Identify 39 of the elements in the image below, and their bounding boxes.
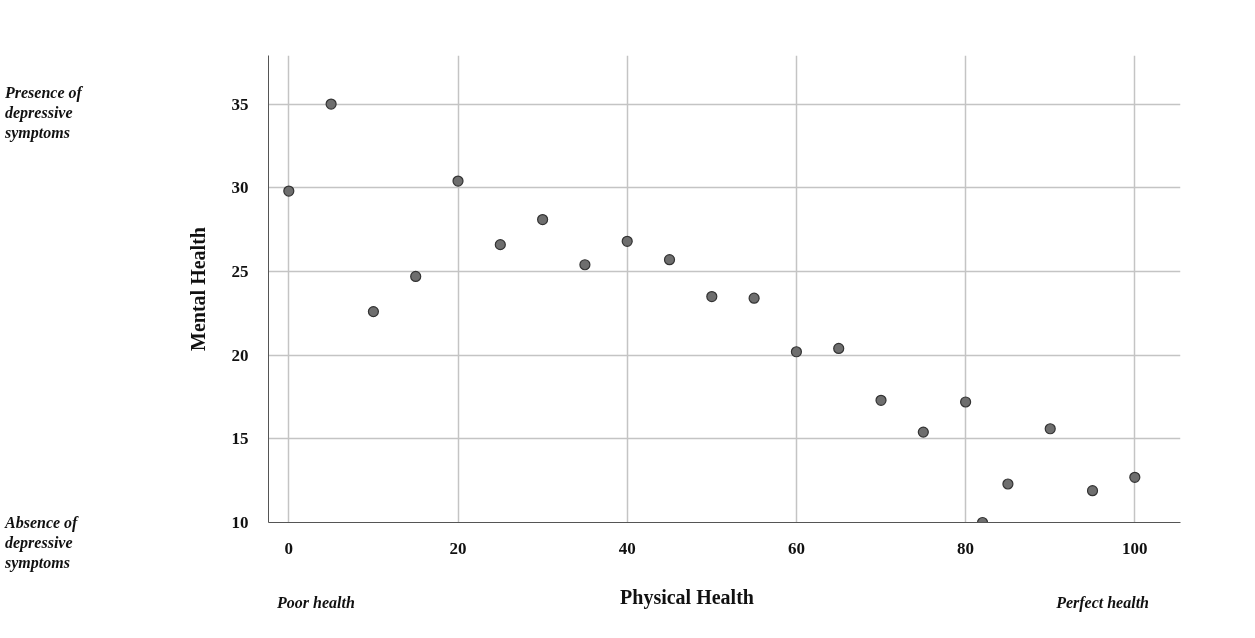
y-tick-label: 30 [231, 178, 249, 198]
point [790, 346, 803, 358]
y-tick-label: 25 [231, 261, 249, 281]
point [1002, 478, 1014, 490]
point [663, 254, 676, 266]
x-tick-label: 60 [787, 538, 805, 558]
x-tick-label: 0 [284, 538, 294, 558]
point [1086, 485, 1099, 497]
point [452, 175, 464, 187]
point [1129, 471, 1141, 483]
point [494, 239, 506, 251]
text: Presence of depressive symptoms [5, 83, 84, 143]
point [367, 306, 380, 318]
text: Perfect health [1056, 593, 1149, 613]
y-tick-label: 10 [231, 513, 249, 532]
x-axis-title: Physical Health [620, 585, 754, 610]
point [579, 259, 591, 271]
y-axis-title: Mental Health [186, 227, 209, 351]
y-tick-label: 20 [231, 345, 249, 365]
point [748, 292, 760, 304]
point [833, 342, 845, 355]
point [325, 98, 337, 110]
x-tick-label: 40 [618, 538, 636, 558]
point [706, 290, 718, 303]
point [410, 270, 422, 283]
x-tick-label: 100 [1122, 538, 1148, 558]
point [621, 235, 633, 247]
text: Poor health [277, 593, 355, 613]
point [875, 394, 887, 406]
point [537, 213, 549, 226]
point [283, 185, 295, 197]
y-tick-label: 35 [231, 94, 249, 114]
point [1044, 423, 1056, 435]
point [917, 426, 929, 438]
y-tick-label: 15 [231, 429, 249, 449]
x-tick-label: 80 [957, 538, 975, 558]
x-tick-label: 20 [449, 538, 467, 558]
point [960, 396, 972, 408]
text: Absence of depressive symptoms [5, 513, 80, 573]
